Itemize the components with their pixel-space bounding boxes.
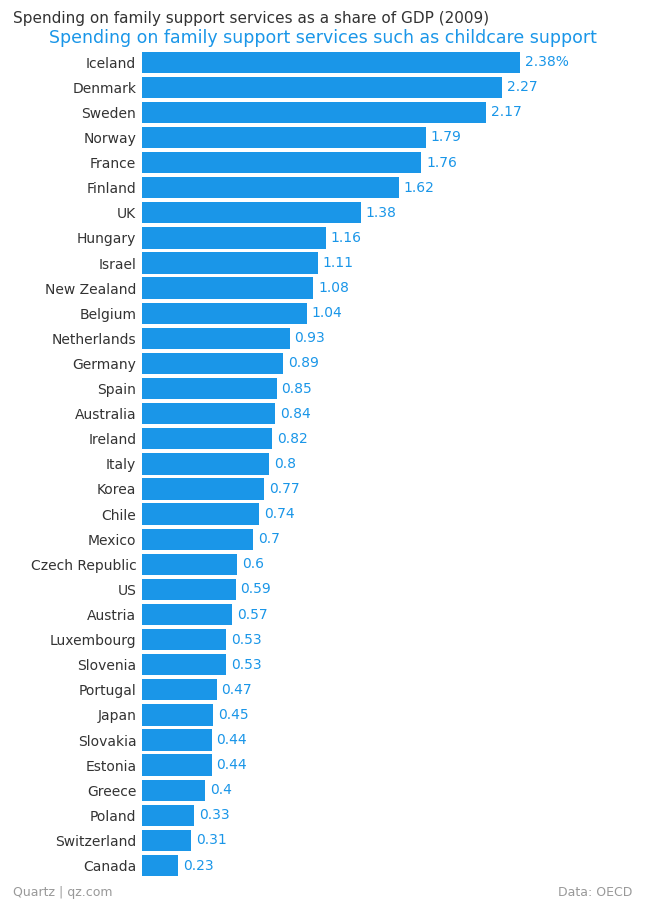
Text: 0.47: 0.47 xyxy=(221,683,252,697)
Text: 0.74: 0.74 xyxy=(264,507,295,521)
Bar xyxy=(142,629,226,651)
Text: 0.31: 0.31 xyxy=(196,834,226,847)
Bar xyxy=(142,202,361,224)
Bar xyxy=(142,680,217,700)
Text: 0.84: 0.84 xyxy=(280,407,311,420)
Bar xyxy=(142,554,237,575)
Text: 0.4: 0.4 xyxy=(210,784,232,797)
Bar xyxy=(142,253,318,274)
Text: 1.11: 1.11 xyxy=(323,256,354,270)
Bar xyxy=(142,127,426,149)
Text: 2.17: 2.17 xyxy=(491,105,522,120)
Text: 0.53: 0.53 xyxy=(231,632,261,647)
Bar xyxy=(142,453,269,475)
Text: Quartz | qz.com: Quartz | qz.com xyxy=(13,886,112,899)
Bar xyxy=(142,429,272,449)
Text: 0.82: 0.82 xyxy=(277,432,308,446)
Bar xyxy=(142,478,264,499)
Text: 1.79: 1.79 xyxy=(431,130,462,144)
Bar xyxy=(142,328,290,349)
Text: 0.8: 0.8 xyxy=(273,457,295,471)
Bar xyxy=(142,805,194,826)
Bar xyxy=(142,403,275,424)
Text: 2.27: 2.27 xyxy=(507,81,538,94)
Bar xyxy=(142,227,326,248)
Text: 0.89: 0.89 xyxy=(288,356,319,371)
Bar xyxy=(142,704,213,726)
Text: 0.45: 0.45 xyxy=(218,708,249,722)
Bar xyxy=(142,528,253,550)
Bar xyxy=(142,855,179,876)
Bar xyxy=(142,277,313,299)
Text: 2.38%: 2.38% xyxy=(524,55,568,69)
Text: 0.53: 0.53 xyxy=(231,658,261,671)
Bar xyxy=(142,303,307,324)
Text: 1.16: 1.16 xyxy=(331,231,362,245)
Bar xyxy=(142,177,399,198)
Text: 0.85: 0.85 xyxy=(282,381,312,396)
Bar xyxy=(142,755,212,776)
Text: 0.44: 0.44 xyxy=(217,758,247,772)
Bar xyxy=(142,603,232,625)
Text: 0.7: 0.7 xyxy=(258,532,280,546)
Text: 0.33: 0.33 xyxy=(199,808,230,823)
Text: 1.38: 1.38 xyxy=(366,206,397,220)
Bar xyxy=(142,352,283,374)
Bar xyxy=(142,77,502,98)
Text: 0.6: 0.6 xyxy=(242,557,264,572)
Text: 1.08: 1.08 xyxy=(318,281,349,295)
Text: 0.77: 0.77 xyxy=(269,482,299,496)
Text: 1.76: 1.76 xyxy=(426,156,457,169)
Text: Spending on family support services such as childcare support: Spending on family support services such… xyxy=(48,29,597,47)
Bar xyxy=(142,579,235,600)
Bar xyxy=(142,779,205,801)
Text: 0.44: 0.44 xyxy=(217,733,247,747)
Bar xyxy=(142,378,277,400)
Bar xyxy=(142,152,421,173)
Text: 0.59: 0.59 xyxy=(241,583,271,596)
Text: Spending on family support services as a share of GDP (2009): Spending on family support services as a… xyxy=(13,11,489,26)
Text: 1.62: 1.62 xyxy=(404,180,435,195)
Bar xyxy=(142,654,226,675)
Text: 0.93: 0.93 xyxy=(294,332,325,345)
Text: 1.04: 1.04 xyxy=(312,306,342,320)
Bar xyxy=(142,101,486,123)
Text: 0.23: 0.23 xyxy=(183,859,213,872)
Bar xyxy=(142,52,520,72)
Bar xyxy=(142,504,259,525)
Bar xyxy=(142,729,212,751)
Text: Data: OECD: Data: OECD xyxy=(558,886,632,899)
Bar xyxy=(142,830,191,851)
Text: 0.57: 0.57 xyxy=(237,608,268,622)
